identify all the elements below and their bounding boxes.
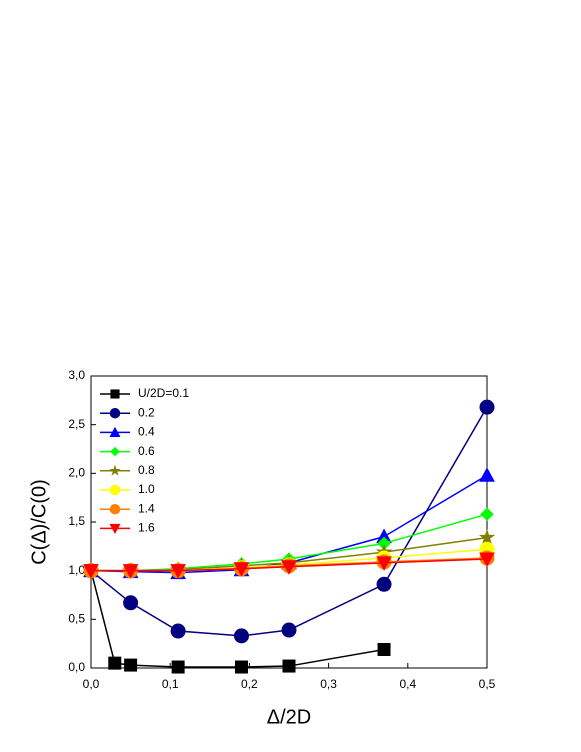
- y-axis-title: C(Δ)/C(0): [28, 479, 50, 565]
- x-tick-label: 0,4: [399, 677, 416, 691]
- data-point: [171, 660, 185, 674]
- legend-label: 0.4: [138, 425, 155, 439]
- data-point: [124, 658, 138, 672]
- legend-label: U/2D=0.1: [138, 386, 189, 400]
- data-point: [123, 595, 139, 611]
- legend-label: 0.6: [138, 444, 155, 458]
- data-point: [479, 467, 495, 482]
- y-tick-label: 1,0: [68, 563, 85, 577]
- legend-marker: [109, 426, 121, 437]
- data-point: [480, 507, 494, 521]
- series-line: [90, 570, 385, 668]
- data-point: [281, 560, 297, 575]
- data-point: [376, 556, 392, 571]
- y-tick-label: 3,0: [68, 368, 85, 382]
- legend-label: 1.6: [138, 521, 155, 535]
- data-point: [83, 564, 99, 579]
- x-axis-title: Δ/2D: [267, 706, 311, 728]
- data-point: [376, 576, 392, 592]
- data-point: [170, 623, 186, 639]
- data-point: [170, 564, 186, 579]
- x-tick-label: 0,2: [241, 677, 258, 691]
- data-point: [122, 564, 139, 579]
- legend-marker: [109, 484, 121, 496]
- data-point: [377, 643, 391, 657]
- legend-label: 1.4: [138, 501, 155, 515]
- data-point: [282, 659, 296, 673]
- data-point: [281, 622, 297, 638]
- legend-label: 0.2: [138, 405, 155, 419]
- legend-marker: [110, 389, 120, 399]
- data-point: [233, 628, 249, 644]
- x-tick-label: 0,3: [320, 677, 337, 691]
- legend-marker: [109, 407, 121, 419]
- data-point: [234, 660, 248, 674]
- data-point: [479, 552, 495, 568]
- legend-marker: [110, 446, 120, 457]
- legend-marker: [109, 464, 121, 476]
- legend-label: 1.0: [138, 482, 155, 496]
- y-tick-label: 0,5: [68, 612, 85, 626]
- x-tick-label: 0,1: [162, 677, 179, 691]
- legend-marker: [109, 503, 121, 515]
- data-point: [233, 562, 250, 577]
- data-point: [108, 656, 122, 670]
- legend-label: 0.8: [138, 463, 155, 477]
- y-tick-label: 1,5: [68, 514, 85, 528]
- x-tick-label: 0,0: [83, 677, 100, 691]
- y-tick-label: 2,0: [68, 466, 85, 480]
- data-point: [478, 528, 496, 545]
- y-tick-label: 2,5: [68, 417, 85, 431]
- y-tick-label: 0,0: [68, 660, 85, 674]
- data-point: [479, 399, 495, 415]
- legend-marker: [109, 523, 121, 535]
- x-tick-label: 0,5: [479, 677, 496, 691]
